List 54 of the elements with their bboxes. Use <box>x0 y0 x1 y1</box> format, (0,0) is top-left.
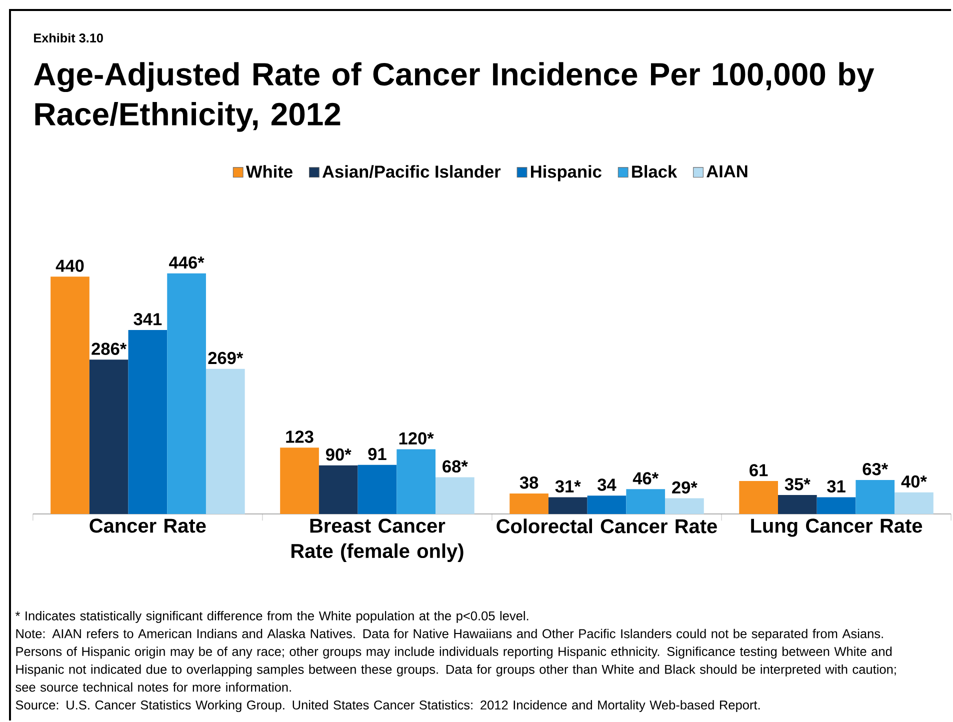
bar <box>50 276 90 514</box>
data-label: 63* <box>862 463 888 476</box>
text: Note: AIAN refers to American Indians and Alaska Natives. Data for Native Hawaiians and Other Pacific Islanders could not be separated from Asians. Persons of Hispanic origin may be of any race; other groups may include individuals reporting Hispanic ethnicity. Significance testing between White and Hispanic not indicated due to overlapping samples between these groups. Data for groups other than White and Black should be interpreted with caution; see source technical notes for more information. <box>16 629 896 692</box>
bar <box>816 497 856 514</box>
data-label: 38 <box>520 476 538 489</box>
x-tick-label: Colorectal Cancer Rate <box>496 518 717 534</box>
x-tick-label: Cancer Rate <box>90 518 206 534</box>
source-note: Source: U.S. Cancer Statistics Working Group. United States Cancer Statistics: 2012 Incidence and Mortality Web-based Report. <box>16 700 760 712</box>
data-label: 341 <box>134 313 162 326</box>
bar <box>778 495 817 514</box>
data-label: 123 <box>286 430 314 444</box>
legend-label: Hispanic <box>531 165 602 182</box>
bar <box>318 466 358 514</box>
x-tick-label: Lung Cancer Rate <box>751 518 922 538</box>
bar <box>436 478 474 514</box>
x-tick-label: Breast Cancer Rate (female only) <box>291 518 464 562</box>
data-label: 120* <box>399 432 434 445</box>
legend-label: White <box>246 165 292 178</box>
data-label: 40* <box>901 476 927 488</box>
data-label: 269* <box>208 352 244 364</box>
bar <box>510 494 548 514</box>
bar <box>206 369 245 514</box>
data-label: 286* <box>92 342 127 356</box>
data-label: 68* <box>442 460 468 473</box>
bar <box>856 480 895 514</box>
bar <box>396 449 436 514</box>
bar <box>280 448 319 514</box>
bar <box>167 274 206 514</box>
data-label: 90* <box>326 448 352 461</box>
text: * Indicates statistically significant difference from the White population at the p<0.05 level. <box>15 611 528 624</box>
data-label: 440 <box>56 260 84 272</box>
text: Exhibit 3.10 <box>34 33 103 43</box>
legend-label: AIAN <box>706 166 748 178</box>
bar <box>89 360 128 514</box>
bar <box>548 497 588 514</box>
data-label: 34 <box>598 478 616 492</box>
bar <box>894 492 934 514</box>
chart-title: Age-Adjusted Rate of Cancer Incidence Per 100,000 by Race/Ethnicity, 2012 <box>34 62 874 132</box>
legend-label: Asian/Pacific Islander <box>322 165 501 178</box>
data-label: 46* <box>632 472 659 485</box>
bar <box>358 465 397 514</box>
data-label: 91 <box>368 448 386 460</box>
data-label: 29* <box>672 482 698 494</box>
bar <box>665 498 704 514</box>
data-label: 35* <box>784 478 810 491</box>
data-label: 446* <box>169 256 204 269</box>
data-label: 61 <box>750 464 768 477</box>
data-label: 31* <box>555 480 581 493</box>
bar <box>587 496 626 514</box>
bar <box>626 489 666 514</box>
bar <box>128 330 168 514</box>
bar <box>739 481 778 514</box>
legend-label: Black <box>632 165 678 178</box>
data-label: 31 <box>827 480 846 493</box>
